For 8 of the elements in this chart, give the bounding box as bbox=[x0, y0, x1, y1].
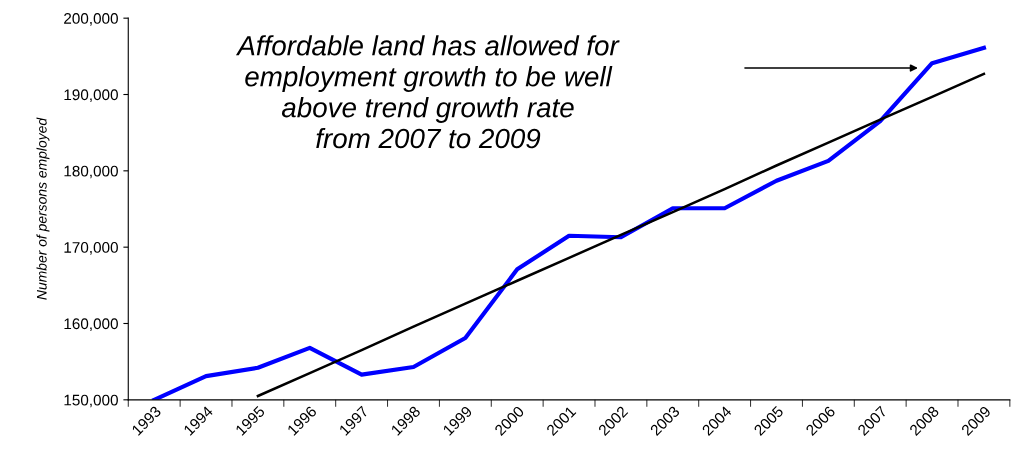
y-axis-title: Number of persons employed bbox=[36, 117, 50, 300]
annotation: Affordable land has allowed for employment growth to be well above trend growth rate from 2007 to 2009 bbox=[235, 35, 620, 149]
y-tick-label: 190,000 bbox=[64, 89, 118, 102]
y-tick-label: 170,000 bbox=[64, 242, 118, 255]
y-tick-label: 180,000 bbox=[64, 165, 118, 179]
y-tick-label: 160,000 bbox=[64, 318, 118, 331]
y-tick-label: 150,000 bbox=[64, 394, 118, 408]
y-tick-label: 200,000 bbox=[64, 13, 118, 26]
